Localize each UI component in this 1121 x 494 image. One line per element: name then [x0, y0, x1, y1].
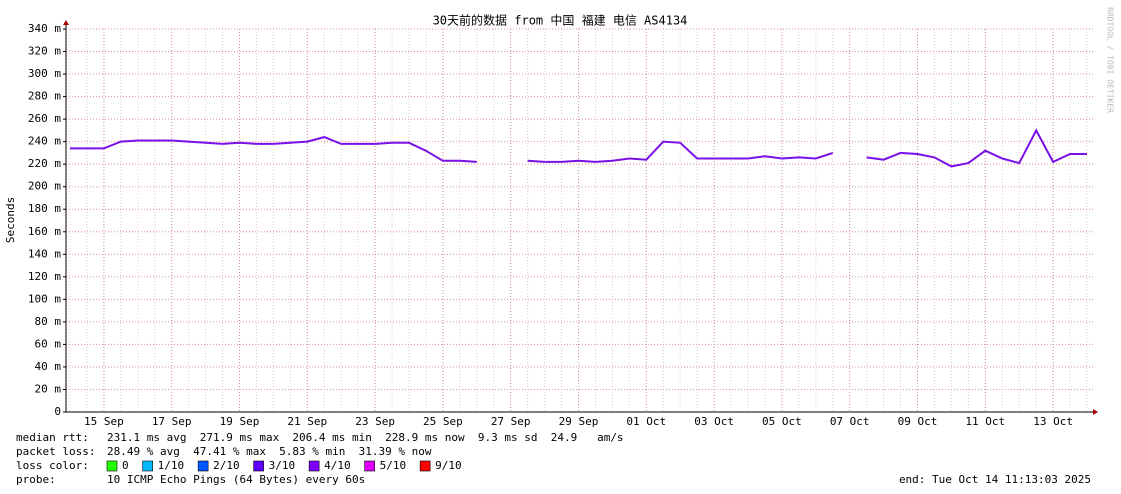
- y-tick-label: 220 m: [28, 157, 61, 170]
- footer-label: packet loss:: [16, 445, 95, 458]
- legend-swatch: [419, 460, 431, 472]
- y-tick-label: 320 m: [28, 45, 61, 58]
- legend-label: 4/10: [324, 459, 351, 472]
- x-tick-label: 15 Sep: [84, 415, 124, 428]
- x-tick-label: 09 Oct: [898, 415, 938, 428]
- legend-label: 9/10: [435, 459, 462, 472]
- x-tick-label: 29 Sep: [559, 415, 599, 428]
- y-tick-label: 100 m: [28, 292, 61, 305]
- legend-label: 2/10: [213, 459, 240, 472]
- y-tick-label: 120 m: [28, 270, 61, 283]
- y-axis-label: Seconds: [4, 197, 17, 243]
- legend-label: 0: [122, 459, 129, 472]
- y-tick-label: 40 m: [35, 360, 62, 373]
- marks: [70, 128, 1087, 168]
- x-tick-label: 07 Oct: [830, 415, 870, 428]
- y-tick-label: 340 m: [28, 22, 61, 35]
- x-tick-label: 19 Sep: [220, 415, 260, 428]
- end-time: end: Tue Oct 14 11:13:03 2025: [899, 473, 1091, 486]
- y-tick-label: 300 m: [28, 67, 61, 80]
- chart-title: 30天前的数据 from 中国 福建 电信 AS4134: [433, 13, 688, 28]
- y-tick-label: 140 m: [28, 247, 61, 260]
- y-tick-label: 180 m: [28, 202, 61, 215]
- footer-label: probe:: [16, 473, 56, 486]
- legend-swatch: [253, 460, 264, 472]
- footer-text: 231.1 ms avg 271.9 ms max 206.4 ms min 2…: [107, 431, 624, 444]
- y-tick-label: 0: [54, 405, 61, 418]
- y-tick-label: 260 m: [28, 112, 61, 125]
- x-tick-label: 25 Sep: [423, 415, 463, 428]
- x-tick-label: 05 Oct: [762, 415, 802, 428]
- x-tick-label: 03 Oct: [694, 415, 734, 428]
- x-arrow: [1093, 409, 1098, 415]
- legend-swatch: [142, 460, 153, 472]
- x-tick-label: 01 Oct: [626, 415, 666, 428]
- y-tick-label: 280 m: [28, 90, 61, 103]
- y-tick-label: 160 m: [28, 225, 61, 238]
- footer-text: 10 ICMP Echo Pings (64 Bytes) every 60s: [107, 473, 365, 486]
- y-arrow: [63, 20, 69, 25]
- y-tick-label: 20 m: [35, 382, 62, 395]
- x-tick-label: 21 Sep: [287, 415, 327, 428]
- legend-label: 3/10: [269, 459, 296, 472]
- y-tick-label: 200 m: [28, 180, 61, 193]
- x-tick-label: 27 Sep: [491, 415, 531, 428]
- x-tick-label: 17 Sep: [152, 415, 192, 428]
- x-tick-label: 11 Oct: [965, 415, 1005, 428]
- grid: [66, 28, 1093, 413]
- footer-text: 28.49 % avg 47.41 % max 5.83 % min 31.39…: [107, 445, 432, 458]
- legend-swatch: [197, 460, 209, 472]
- legend-label: 1/10: [158, 459, 185, 472]
- y-tick-label: 240 m: [28, 135, 61, 148]
- legend-swatch: [364, 460, 375, 472]
- plot-area: [66, 29, 1093, 412]
- legend-swatch: [106, 460, 118, 472]
- y-tick-label: 60 m: [35, 337, 62, 350]
- x-tick-label: 13 Oct: [1033, 415, 1073, 428]
- legend-label: 5/10: [380, 459, 407, 472]
- footer-label: loss color:: [16, 459, 89, 472]
- x-tick-label: 23 Sep: [355, 415, 395, 428]
- footer-label: median rtt:: [16, 431, 89, 444]
- y-tick-label: 80 m: [35, 315, 62, 328]
- legend-swatch: [308, 460, 320, 472]
- watermark: RRDTOOL / TOBI OETIKER: [1106, 7, 1115, 113]
- series-line: [70, 128, 1087, 168]
